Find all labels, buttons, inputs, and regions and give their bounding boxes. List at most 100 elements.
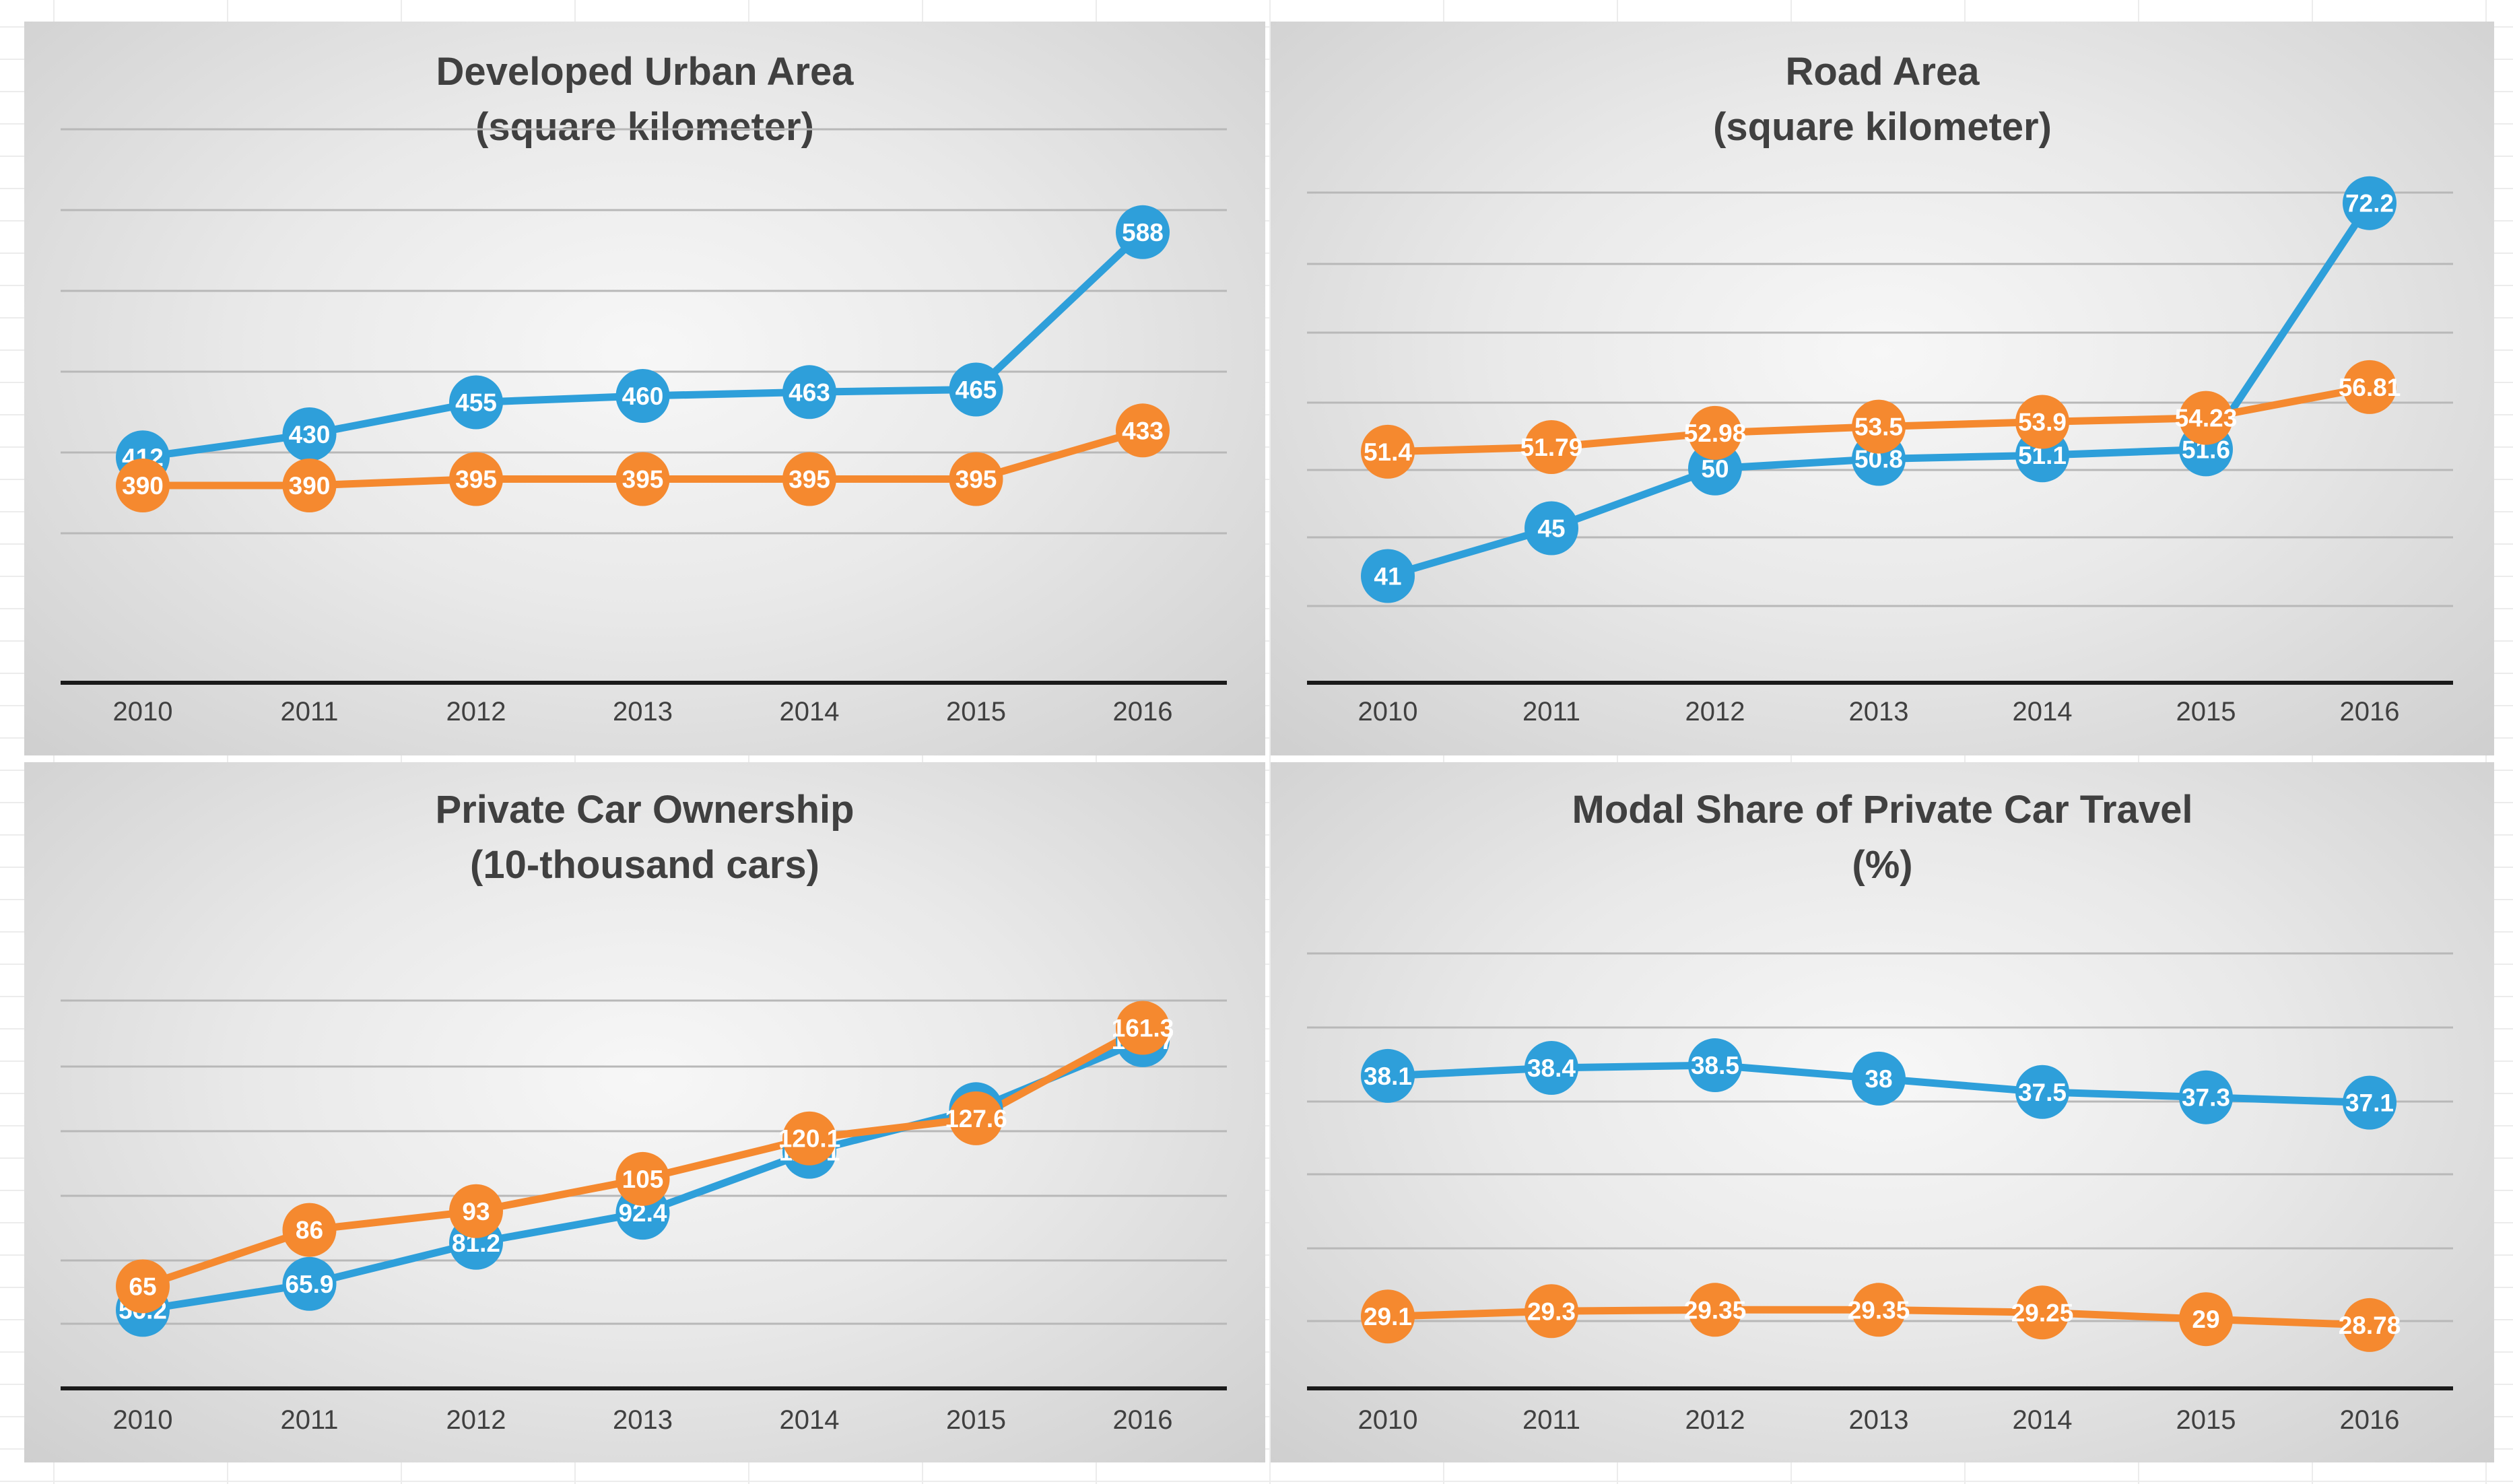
plot-area: 2010 2011 2012 2013 2014 2015 2016 38.1 38.4 38.5… — [1307, 952, 2453, 1435]
data-label-orange-2014: 395 — [789, 466, 830, 494]
chart-title-line-1: Road Area — [1785, 50, 1980, 94]
data-point-blue-2013[interactable] — [615, 369, 670, 423]
data-point-blue-2016[interactable] — [2343, 176, 2397, 230]
x-tick-label-2011: 2011 — [1522, 697, 1580, 727]
data-point-orange-2010[interactable] — [116, 459, 170, 512]
data-label-orange-2012: 29.35 — [1684, 1296, 1747, 1324]
chart-modal-share-private-car[interactable]: Modal Share of Private Car Travel (%) 20… — [1271, 762, 2494, 1462]
data-point-blue-2010[interactable] — [1361, 1048, 1415, 1103]
data-label-orange-2010: 29.1 — [1364, 1303, 1412, 1330]
data-point-blue-2016[interactable] — [1116, 205, 1170, 259]
chart-title-line-2: (10-thousand cars) — [470, 843, 819, 887]
data-point-blue-2015[interactable] — [949, 362, 1003, 417]
chart-title-line-1: Modal Share of Private Car Travel — [1572, 788, 2193, 832]
data-point-blue-2013[interactable] — [1852, 1051, 1906, 1106]
data-label-blue-2014: 37.5 — [2018, 1079, 2067, 1106]
data-point-blue-2014[interactable] — [782, 365, 836, 419]
data-point-orange-2014[interactable] — [2015, 395, 2069, 449]
data-point-blue-2015[interactable] — [2179, 1070, 2233, 1124]
x-tick-label-2011: 2011 — [1522, 1405, 1580, 1435]
data-label-orange-2012: 52.98 — [1684, 419, 1747, 447]
data-label-orange-2013: 105 — [622, 1166, 664, 1193]
data-point-orange-2013[interactable] — [1852, 399, 1906, 454]
data-label-orange-2015: 127.6 — [945, 1105, 1007, 1133]
data-point-blue-2012[interactable] — [1688, 1038, 1742, 1093]
x-tick-label-2013: 2013 — [613, 1405, 673, 1435]
x-tick-label-2013: 2013 — [613, 697, 673, 727]
data-point-orange-2016[interactable] — [2343, 360, 2397, 414]
data-label-orange-2014: 29.25 — [2011, 1299, 2074, 1326]
data-point-orange-2010[interactable] — [116, 1259, 170, 1314]
data-label-blue-2014: 463 — [789, 378, 830, 406]
data-point-orange-2010[interactable] — [1361, 1289, 1415, 1344]
data-point-orange-2011[interactable] — [1524, 419, 1578, 474]
data-point-blue-2011[interactable] — [282, 407, 337, 461]
x-tick-label-2012: 2012 — [1685, 697, 1745, 727]
data-label-blue-2016: 37.1 — [2345, 1089, 2394, 1117]
x-tick-label-2014: 2014 — [780, 1405, 840, 1435]
data-label-blue-2016: 72.2 — [2345, 190, 2394, 217]
data-point-orange-2012[interactable] — [449, 1184, 503, 1238]
data-label-orange-2013: 53.5 — [1854, 413, 1903, 441]
x-tick-label-2014: 2014 — [780, 697, 840, 727]
data-point-orange-2014[interactable] — [782, 1111, 836, 1166]
x-tick-label-2015: 2015 — [2176, 1405, 2236, 1435]
data-label-blue-2015: 465 — [956, 376, 997, 404]
chart-title: Developed Urban Area (square kilometer) — [24, 44, 1265, 155]
data-point-orange-2012[interactable] — [1688, 405, 1742, 460]
data-label-orange-2014: 53.9 — [2018, 409, 2067, 436]
data-point-orange-2014[interactable] — [782, 452, 836, 506]
chart-private-car-ownership[interactable]: Private Car Ownership (10-thousand cars)… — [24, 762, 1265, 1462]
data-point-orange-2015[interactable] — [949, 1091, 1003, 1145]
data-point-orange-2011[interactable] — [282, 1203, 337, 1257]
data-point-orange-2011[interactable] — [1524, 1284, 1578, 1339]
chart-title-line-2: (square kilometer) — [1713, 105, 2052, 149]
x-tick-label-2011: 2011 — [280, 1405, 338, 1435]
x-tick-label-2010: 2010 — [113, 697, 173, 727]
x-tick-label-2010: 2010 — [113, 1405, 173, 1435]
data-point-orange-2015[interactable] — [2179, 391, 2233, 445]
chart-developed-urban-area[interactable]: Developed Urban Area (square kilometer) … — [24, 22, 1265, 755]
data-label-blue-2011: 430 — [289, 421, 331, 448]
data-point-orange-2012[interactable] — [1688, 1283, 1742, 1337]
x-tick-label-2010: 2010 — [1358, 1405, 1418, 1435]
data-point-orange-2016[interactable] — [1116, 403, 1170, 458]
chart-title: Modal Share of Private Car Travel (%) — [1271, 782, 2494, 893]
data-label-orange-2016: 28.78 — [2339, 1312, 2401, 1339]
data-point-blue-2014[interactable] — [2015, 1065, 2069, 1119]
data-label-orange-2010: 390 — [122, 472, 164, 500]
data-point-orange-2016[interactable] — [1116, 1001, 1170, 1055]
x-tick-label-2016: 2016 — [2340, 1405, 2400, 1435]
data-label-orange-2011: 51.79 — [1520, 434, 1583, 461]
data-point-blue-2011[interactable] — [282, 1256, 337, 1311]
data-point-orange-2016[interactable] — [2343, 1297, 2397, 1352]
data-label-orange-2011: 29.3 — [1527, 1297, 1576, 1325]
x-tick-label-2015: 2015 — [2176, 697, 2236, 727]
data-point-orange-2013[interactable] — [1852, 1283, 1906, 1337]
data-point-blue-2010[interactable] — [1361, 549, 1415, 603]
data-point-orange-2015[interactable] — [949, 452, 1003, 506]
data-point-orange-2015[interactable] — [2179, 1292, 2233, 1347]
chart-road-area[interactable]: Road Area (square kilometer) 2010 2011 201… — [1271, 22, 2494, 755]
data-point-orange-2013[interactable] — [615, 1151, 670, 1206]
data-label-blue-2011: 38.4 — [1527, 1054, 1576, 1082]
data-point-blue-2011[interactable] — [1524, 1041, 1578, 1095]
chart-title: Private Car Ownership (10-thousand cars) — [24, 782, 1265, 893]
data-point-orange-2013[interactable] — [615, 452, 670, 506]
data-point-blue-2011[interactable] — [1524, 501, 1578, 555]
data-point-orange-2014[interactable] — [2015, 1285, 2069, 1340]
data-label-orange-2010: 51.4 — [1364, 438, 1412, 466]
x-tick-label-2015: 2015 — [946, 697, 1006, 727]
data-point-blue-2016[interactable] — [2343, 1075, 2397, 1130]
x-tick-label-2014: 2014 — [2013, 1405, 2073, 1435]
data-point-orange-2012[interactable] — [449, 452, 503, 506]
x-tick-label-2014: 2014 — [2013, 697, 2073, 727]
data-point-orange-2010[interactable] — [1361, 424, 1415, 479]
data-label-orange-2015: 29 — [2192, 1306, 2219, 1333]
data-label-orange-2012: 93 — [462, 1198, 490, 1225]
data-label-blue-2013: 460 — [622, 382, 664, 410]
x-tick-label-2016: 2016 — [1113, 1405, 1173, 1435]
data-point-blue-2012[interactable] — [449, 375, 503, 430]
data-point-orange-2011[interactable] — [282, 459, 337, 512]
